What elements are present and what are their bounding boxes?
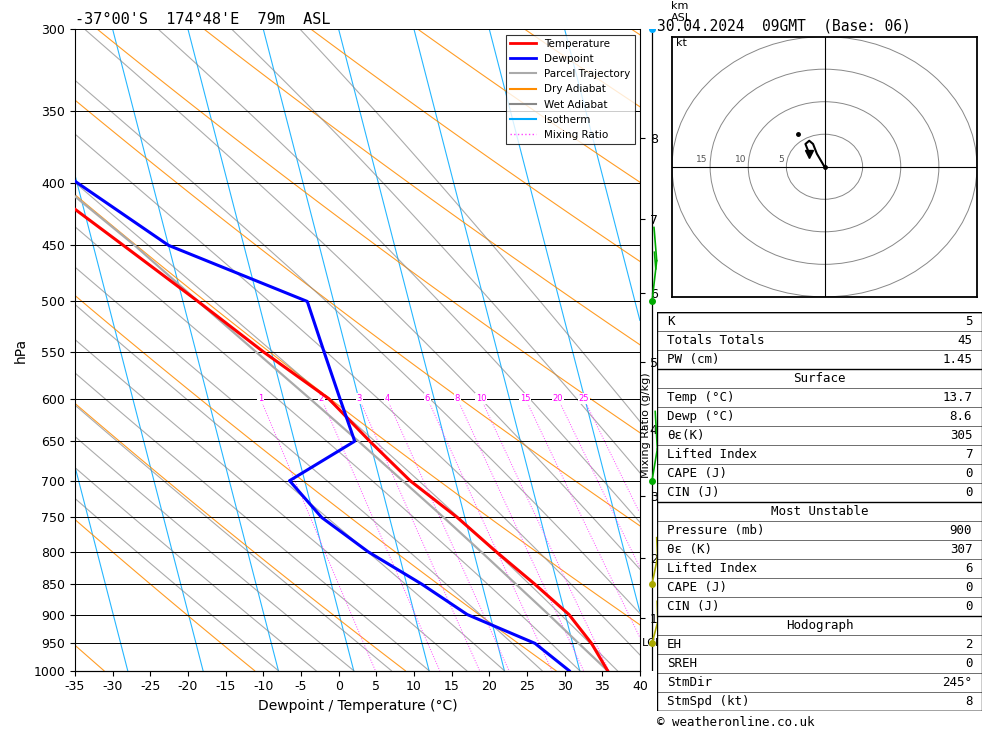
- Text: θε(K): θε(K): [667, 429, 704, 442]
- Text: 2: 2: [965, 638, 972, 651]
- Text: 2: 2: [319, 394, 324, 403]
- Text: -37°00'S  174°48'E  79m  ASL: -37°00'S 174°48'E 79m ASL: [75, 12, 330, 27]
- Text: 0: 0: [965, 486, 972, 498]
- Text: 8: 8: [455, 394, 460, 403]
- Text: θε (K): θε (K): [667, 543, 712, 556]
- Text: 45: 45: [957, 334, 972, 347]
- Text: Dewp (°C): Dewp (°C): [667, 410, 734, 423]
- Text: 13.7: 13.7: [942, 391, 972, 404]
- Text: StmSpd (kt): StmSpd (kt): [667, 695, 749, 708]
- Text: 15: 15: [696, 155, 708, 163]
- Text: 0: 0: [965, 467, 972, 479]
- Text: 5: 5: [778, 155, 784, 163]
- Text: 10: 10: [734, 155, 746, 163]
- Text: Mixing Ratio (g/kg): Mixing Ratio (g/kg): [641, 372, 651, 478]
- Text: StmDir: StmDir: [667, 676, 712, 689]
- Text: SREH: SREH: [667, 657, 697, 670]
- Text: Lifted Index: Lifted Index: [667, 561, 757, 575]
- X-axis label: Dewpoint / Temperature (°C): Dewpoint / Temperature (°C): [258, 699, 457, 713]
- Text: 305: 305: [950, 429, 972, 442]
- Text: Totals Totals: Totals Totals: [667, 334, 764, 347]
- Text: km
ASL: km ASL: [671, 1, 692, 23]
- Text: 4: 4: [384, 394, 390, 403]
- Text: 0: 0: [965, 581, 972, 594]
- Text: 5: 5: [965, 314, 972, 328]
- Legend: Temperature, Dewpoint, Parcel Trajectory, Dry Adiabat, Wet Adiabat, Isotherm, Mi: Temperature, Dewpoint, Parcel Trajectory…: [506, 34, 635, 144]
- Text: Surface: Surface: [793, 372, 846, 385]
- Text: CIN (J): CIN (J): [667, 600, 719, 613]
- Text: EH: EH: [667, 638, 682, 651]
- Text: © weatheronline.co.uk: © weatheronline.co.uk: [657, 716, 814, 729]
- Text: 0: 0: [965, 657, 972, 670]
- Text: 30.04.2024  09GMT  (Base: 06): 30.04.2024 09GMT (Base: 06): [657, 18, 911, 33]
- Text: 15: 15: [520, 394, 531, 403]
- Text: K: K: [667, 314, 674, 328]
- Text: CIN (J): CIN (J): [667, 486, 719, 498]
- Text: 6: 6: [425, 394, 430, 403]
- Text: 8.6: 8.6: [950, 410, 972, 423]
- Y-axis label: hPa: hPa: [14, 337, 28, 363]
- Text: 20: 20: [553, 394, 563, 403]
- Text: CAPE (J): CAPE (J): [667, 467, 727, 479]
- Text: 7: 7: [965, 448, 972, 461]
- Text: 0: 0: [965, 600, 972, 613]
- Text: Most Unstable: Most Unstable: [771, 505, 868, 517]
- Text: 307: 307: [950, 543, 972, 556]
- Text: Pressure (mb): Pressure (mb): [667, 524, 764, 537]
- Text: 10: 10: [476, 394, 486, 403]
- Text: 6: 6: [965, 561, 972, 575]
- Text: Temp (°C): Temp (°C): [667, 391, 734, 404]
- Text: 900: 900: [950, 524, 972, 537]
- Text: Lifted Index: Lifted Index: [667, 448, 757, 461]
- Text: CAPE (J): CAPE (J): [667, 581, 727, 594]
- Text: 1.45: 1.45: [942, 353, 972, 366]
- Text: 8: 8: [965, 695, 972, 708]
- Text: LCL: LCL: [642, 638, 663, 649]
- Text: kt: kt: [676, 38, 687, 48]
- Text: 3: 3: [356, 394, 362, 403]
- Text: 25: 25: [579, 394, 589, 403]
- Text: 1: 1: [258, 394, 263, 403]
- Text: 245°: 245°: [942, 676, 972, 689]
- Text: PW (cm): PW (cm): [667, 353, 719, 366]
- Text: Hodograph: Hodograph: [786, 619, 853, 632]
